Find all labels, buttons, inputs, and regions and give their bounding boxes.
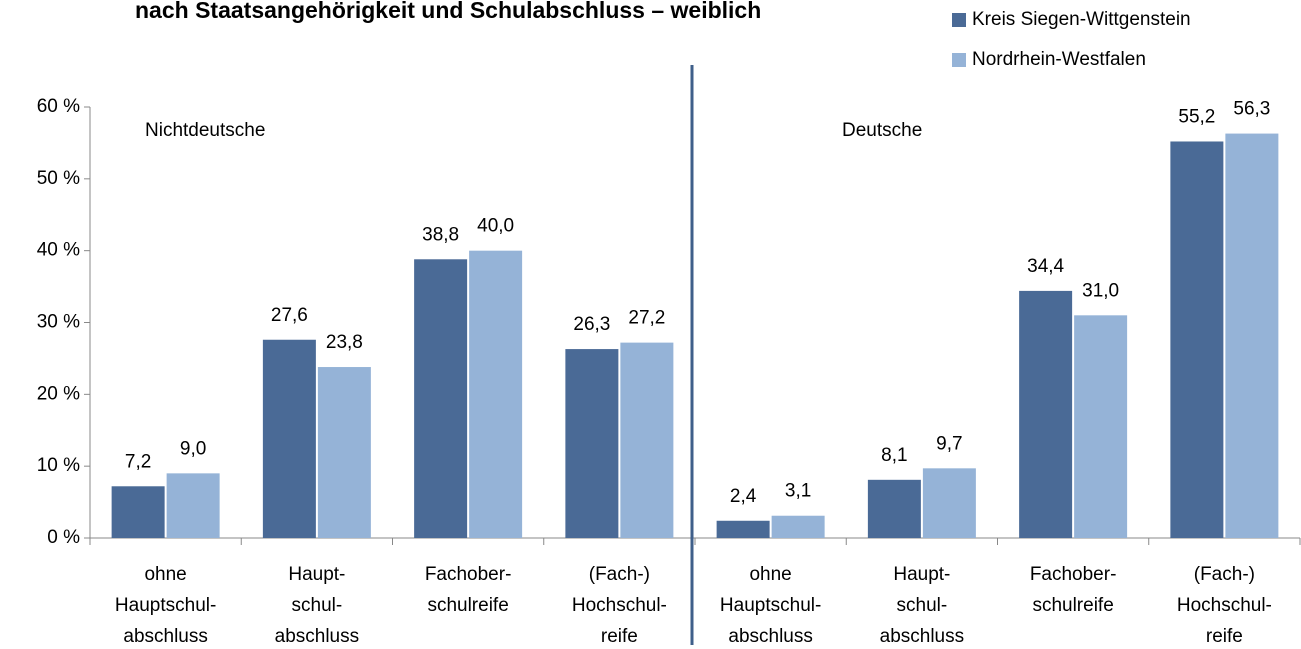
value-label: 7,2 [125, 451, 151, 472]
x-tick-label: (Fach-) [1194, 564, 1255, 585]
group-label: Deutsche [842, 120, 922, 141]
value-label: 23,8 [326, 332, 363, 353]
x-tick-label: Fachober- [425, 564, 512, 585]
chart-title: nach Staatsangehörigkeit und Schulabschl… [135, 0, 761, 23]
value-label: 40,0 [477, 216, 514, 237]
bar [1170, 141, 1224, 539]
y-tick-label: 30 % [37, 312, 80, 333]
bar [1074, 315, 1128, 538]
x-tick-label: schul- [897, 595, 948, 616]
x-tick-label: Hochschul- [1177, 595, 1272, 616]
x-tick-label: Fachober- [1030, 564, 1117, 585]
x-tick-label: abschluss [880, 626, 965, 647]
group-label: Nichtdeutsche [145, 120, 265, 141]
y-tick-label: 0 % [47, 527, 80, 548]
bar [1225, 133, 1279, 538]
value-label: 27,2 [628, 308, 665, 329]
x-tick-label: Haupt- [288, 564, 345, 585]
value-label: 56,3 [1233, 99, 1270, 120]
bar [111, 486, 165, 538]
x-tick-label: abschluss [275, 626, 360, 647]
value-label: 8,1 [881, 445, 907, 466]
legend-label: Kreis Siegen-Wittgenstein [972, 9, 1191, 30]
x-tick-label: ohne [749, 564, 791, 585]
value-label: 38,8 [422, 224, 459, 245]
x-tick-label: schulreife [1032, 595, 1113, 616]
bar [620, 342, 674, 538]
x-tick-label: schul- [292, 595, 343, 616]
x-tick-label: Hochschul- [572, 595, 667, 616]
x-tick-label: (Fach-) [589, 564, 650, 585]
x-tick-label: abschluss [123, 626, 208, 647]
value-label: 55,2 [1178, 106, 1215, 127]
x-tick-label: ohne [144, 564, 186, 585]
bar [414, 259, 468, 538]
y-tick-label: 10 % [37, 455, 80, 476]
x-tick-label: Haupt- [893, 564, 950, 585]
value-label: 3,1 [785, 481, 811, 502]
x-tick-label: abschluss [728, 626, 813, 647]
y-tick-label: 40 % [37, 240, 80, 261]
legend-swatch [952, 13, 966, 27]
value-label: 9,0 [180, 438, 206, 459]
legend-swatch [952, 53, 966, 67]
y-tick-label: 20 % [37, 383, 80, 404]
value-label: 26,3 [573, 314, 610, 335]
y-tick-label: 60 % [37, 96, 80, 117]
value-label: 9,7 [936, 433, 962, 454]
legend-label: Nordrhein-Westfalen [972, 49, 1146, 70]
value-label: 27,6 [271, 305, 308, 326]
x-tick-label: schulreife [427, 595, 508, 616]
bar [262, 339, 316, 538]
bar [771, 515, 825, 538]
bar [716, 520, 770, 538]
bar [166, 473, 220, 538]
bar [565, 349, 619, 538]
y-tick-label: 50 % [37, 168, 80, 189]
bar [1019, 290, 1073, 538]
bar [317, 367, 371, 538]
x-tick-label: Hauptschul- [115, 595, 216, 616]
value-label: 31,0 [1082, 280, 1119, 301]
x-tick-label: Hauptschul- [720, 595, 821, 616]
bar [867, 479, 921, 538]
x-tick-label: reife [1206, 626, 1243, 647]
bar [922, 468, 976, 538]
x-tick-label: reife [601, 626, 638, 647]
bar [469, 250, 523, 538]
value-label: 2,4 [730, 486, 757, 507]
value-label: 34,4 [1027, 256, 1064, 277]
